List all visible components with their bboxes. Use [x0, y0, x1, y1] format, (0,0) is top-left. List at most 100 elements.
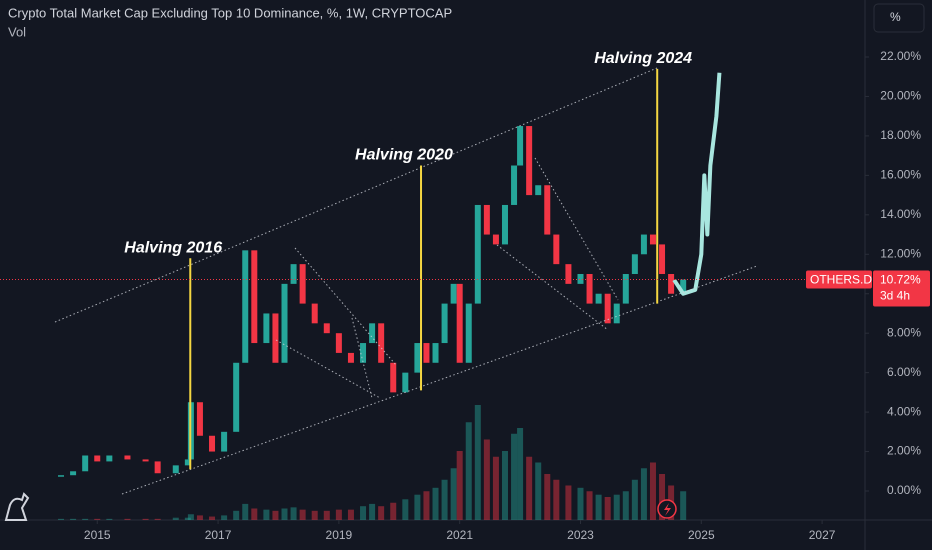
x-tick-label: 2015 — [84, 528, 111, 542]
unit-button[interactable] — [873, 3, 925, 33]
candle — [577, 274, 584, 284]
candle — [659, 244, 666, 275]
channel-lower — [121, 265, 758, 495]
candle — [360, 343, 367, 363]
y-tick-label: 8.00% — [887, 325, 921, 339]
volume-bar — [640, 468, 647, 520]
volume-bar — [402, 499, 409, 520]
y-tick-label: 12.00% — [880, 246, 921, 260]
volume-bar — [124, 518, 131, 520]
candle — [423, 343, 430, 363]
x-tick-label: 2021 — [446, 528, 473, 542]
volume-bar — [323, 510, 330, 520]
volume-bar — [378, 506, 385, 520]
candle — [586, 274, 593, 304]
candle — [251, 250, 258, 344]
unit-button-label[interactable]: % — [890, 10, 901, 24]
candle — [613, 303, 620, 324]
series-name-tag — [806, 270, 872, 289]
volume-bar — [390, 502, 397, 520]
volume-bar — [184, 517, 191, 520]
logo — [4, 492, 30, 521]
volume-bar — [369, 503, 376, 520]
volume-bar — [281, 508, 288, 520]
volume-bar — [423, 491, 430, 520]
candle — [511, 165, 518, 205]
volume-bar — [142, 518, 149, 520]
halving-label: Halving 2024 — [594, 50, 692, 67]
volume-bar — [209, 516, 216, 520]
volume-bar — [517, 428, 524, 520]
candle — [649, 234, 656, 245]
x-tick-label: 2019 — [326, 528, 353, 542]
candle — [517, 126, 524, 166]
halving-label: Halving 2016 — [124, 239, 222, 256]
candle — [535, 185, 542, 196]
volume-bar — [511, 433, 518, 520]
volume-bar — [272, 510, 279, 520]
volume-bar — [586, 491, 593, 520]
volume-bar — [553, 479, 560, 520]
candle — [565, 264, 572, 284]
y-tick-label: 18.00% — [880, 128, 921, 142]
candle — [209, 435, 216, 452]
candle — [172, 465, 179, 474]
volume-bar — [290, 507, 297, 520]
candle — [311, 303, 318, 324]
volume-bar — [58, 518, 65, 520]
lightning-icon — [657, 499, 677, 519]
candle — [272, 313, 279, 363]
volume-bar — [263, 509, 270, 520]
volume-bar — [196, 515, 203, 520]
volume-bar — [432, 487, 439, 520]
price-label: 10.72% — [880, 273, 921, 287]
candle — [378, 323, 385, 363]
volume-bar — [335, 509, 342, 520]
x-tick-label: 2025 — [688, 528, 715, 542]
volume-bar — [631, 479, 638, 520]
volume-label: Vol — [8, 24, 26, 39]
trendline — [351, 317, 373, 399]
candle — [82, 455, 89, 472]
volume-bar — [441, 479, 448, 520]
volume-bar — [106, 518, 113, 520]
volume-bar — [526, 456, 533, 520]
volume-bar — [347, 509, 354, 520]
x-tick-label: 2023 — [567, 528, 594, 542]
trendline — [294, 247, 397, 366]
volume-bar — [544, 474, 551, 520]
volume-bar — [649, 462, 656, 520]
volume-bar — [535, 462, 542, 520]
channel-upper — [54, 67, 658, 323]
trendline — [534, 157, 619, 301]
candle — [622, 274, 629, 304]
candle — [456, 283, 463, 363]
countdown: 3d 4h — [880, 289, 910, 303]
candle — [70, 471, 77, 476]
candle — [390, 362, 397, 393]
volume-bar — [172, 517, 179, 520]
volume-bar — [82, 518, 89, 520]
volume-bar — [659, 474, 666, 520]
price-tag — [873, 270, 930, 307]
volume-bar — [622, 491, 629, 520]
candle — [263, 313, 270, 344]
volume-bar — [613, 494, 620, 520]
volume-bar — [565, 485, 572, 520]
candle — [335, 333, 342, 353]
volume-bar — [501, 451, 508, 520]
trendlines — [54, 67, 758, 495]
candle — [124, 455, 131, 460]
candle — [184, 459, 191, 466]
candle — [323, 323, 330, 334]
volume-bar — [360, 506, 367, 520]
x-tick-label: 2017 — [205, 528, 232, 542]
candle — [299, 264, 306, 304]
volume-bar — [242, 503, 249, 520]
volume-bar — [233, 510, 240, 520]
candle — [290, 264, 297, 284]
candle — [604, 293, 611, 324]
projection-line — [672, 72, 722, 296]
